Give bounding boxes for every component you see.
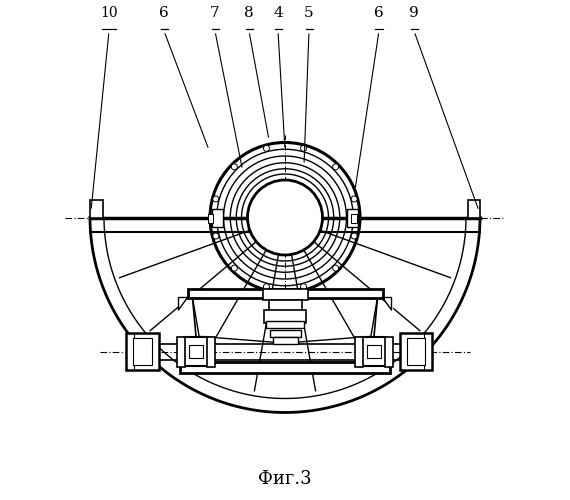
Text: 6: 6 — [159, 6, 169, 20]
Bar — [180, 362, 390, 373]
Circle shape — [231, 164, 237, 170]
Text: 4: 4 — [273, 6, 283, 20]
Circle shape — [247, 180, 323, 255]
Bar — [272, 336, 298, 344]
Bar — [188, 288, 382, 298]
Bar — [347, 208, 358, 226]
Bar — [182, 356, 210, 362]
Bar — [400, 333, 432, 370]
Bar — [212, 208, 223, 226]
Circle shape — [263, 284, 270, 290]
Text: 9: 9 — [409, 6, 419, 20]
Bar — [126, 333, 159, 370]
Bar — [266, 320, 304, 328]
Bar — [263, 289, 307, 300]
Text: 10: 10 — [100, 6, 118, 20]
Bar — [407, 338, 425, 364]
Text: 6: 6 — [374, 6, 384, 20]
Bar — [385, 336, 393, 366]
Circle shape — [213, 233, 219, 239]
Text: Фиг.3: Фиг.3 — [258, 470, 312, 488]
Bar — [467, 200, 480, 218]
Bar — [362, 337, 386, 366]
Circle shape — [351, 233, 357, 239]
Bar — [133, 338, 152, 364]
Circle shape — [333, 265, 339, 271]
Bar — [351, 214, 357, 223]
Bar — [264, 310, 306, 322]
Bar — [208, 214, 213, 223]
Bar — [207, 336, 215, 366]
Bar — [184, 337, 208, 366]
Polygon shape — [178, 298, 188, 310]
Bar — [177, 336, 185, 366]
Bar — [355, 336, 363, 366]
Circle shape — [300, 284, 307, 290]
Bar — [90, 200, 103, 218]
Bar — [360, 356, 388, 362]
Circle shape — [231, 265, 237, 271]
Circle shape — [263, 146, 270, 152]
Text: 8: 8 — [244, 6, 254, 20]
Circle shape — [213, 196, 219, 202]
Text: 7: 7 — [210, 6, 220, 20]
Bar — [189, 345, 202, 358]
Bar — [270, 330, 300, 336]
Polygon shape — [382, 298, 392, 310]
Circle shape — [333, 164, 339, 170]
Bar — [268, 300, 302, 310]
Circle shape — [351, 196, 357, 202]
Circle shape — [300, 146, 307, 152]
Bar — [368, 345, 381, 358]
Text: 5: 5 — [304, 6, 314, 20]
